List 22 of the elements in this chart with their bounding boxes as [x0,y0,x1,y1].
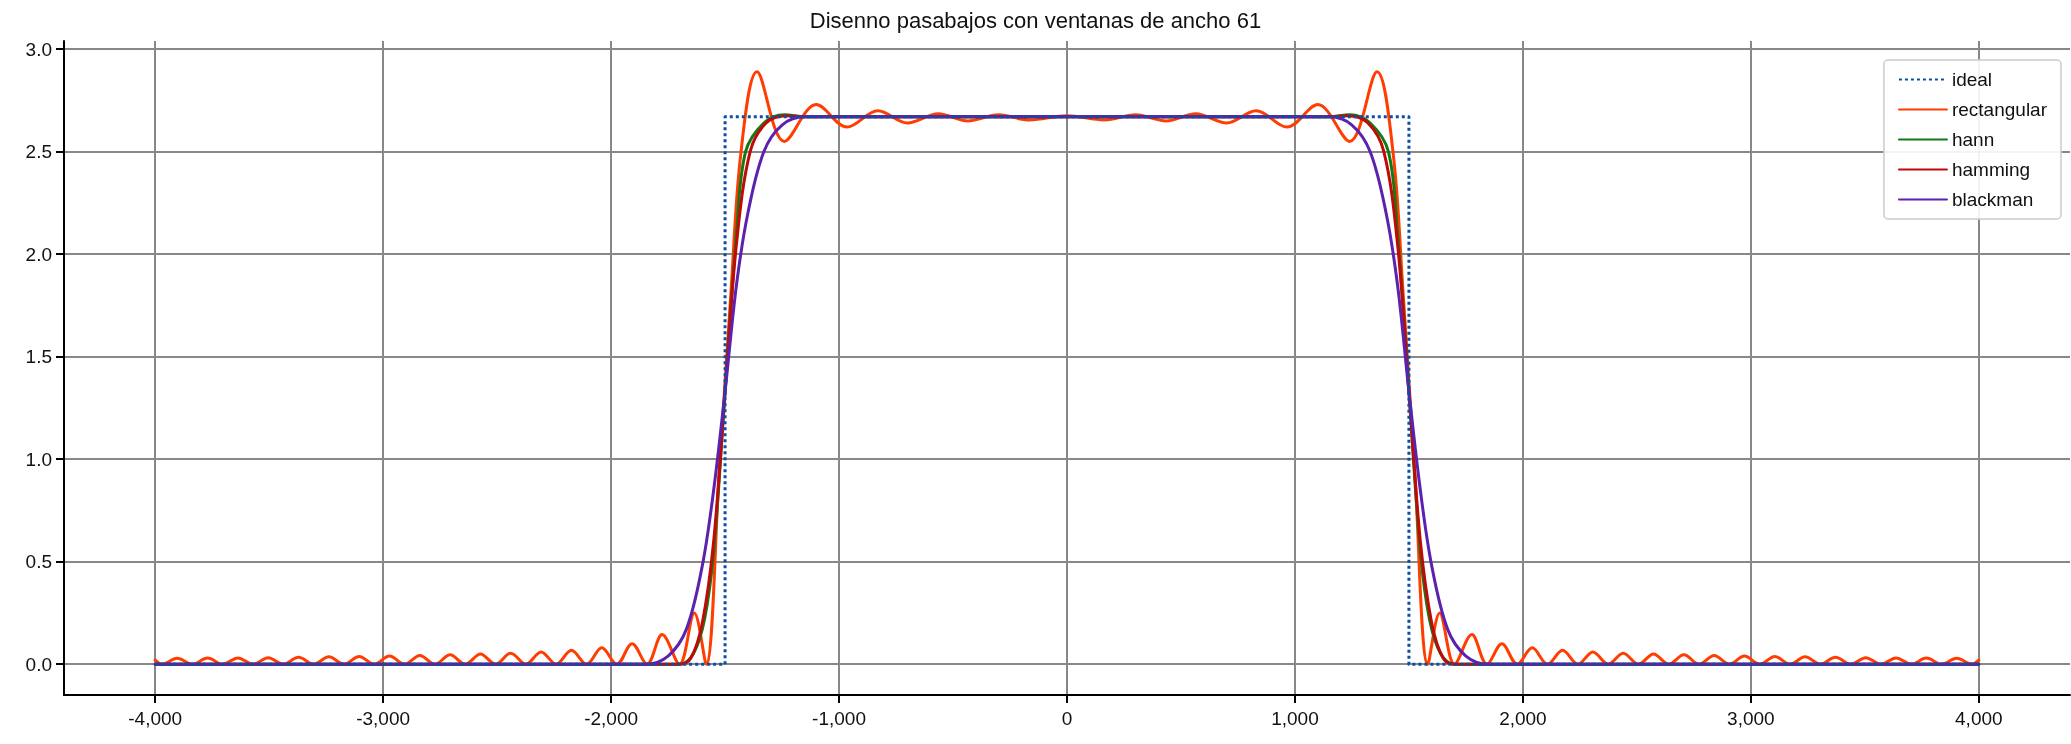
x-tick-label: 1,000 [1271,708,1319,729]
x-tick-label: -1,000 [812,708,866,729]
x-tick-label: 2,000 [1499,708,1547,729]
x-tick-label: 4,000 [1955,708,2003,729]
legend-label: blackman [1951,189,2034,210]
x-tick-label: -2,000 [584,708,639,729]
legend-label: hamming [1951,159,2031,180]
chart-title: Disenno pasabajos con ventanas de ancho 61 [809,7,1262,33]
y-tick-label: 0.0 [25,653,52,675]
y-tick-label: 1.0 [25,448,52,470]
y-tick-label: 2.0 [25,243,52,265]
legend-label: hann [1951,129,1995,150]
x-tick-label: -4,000 [128,708,183,729]
y-tick-label: 1.5 [25,346,52,368]
x-tick-label: 0 [1061,708,1073,729]
y-tick-label: 0.5 [25,551,52,573]
y-tick-label: 2.5 [25,141,52,163]
legend-label: rectangular [1951,99,2048,120]
x-tick-label: -3,000 [356,708,411,729]
x-tick-label: 3,000 [1727,708,1775,729]
legend-label: ideal [1951,69,1993,90]
y-tick-label: 3.0 [25,38,52,60]
